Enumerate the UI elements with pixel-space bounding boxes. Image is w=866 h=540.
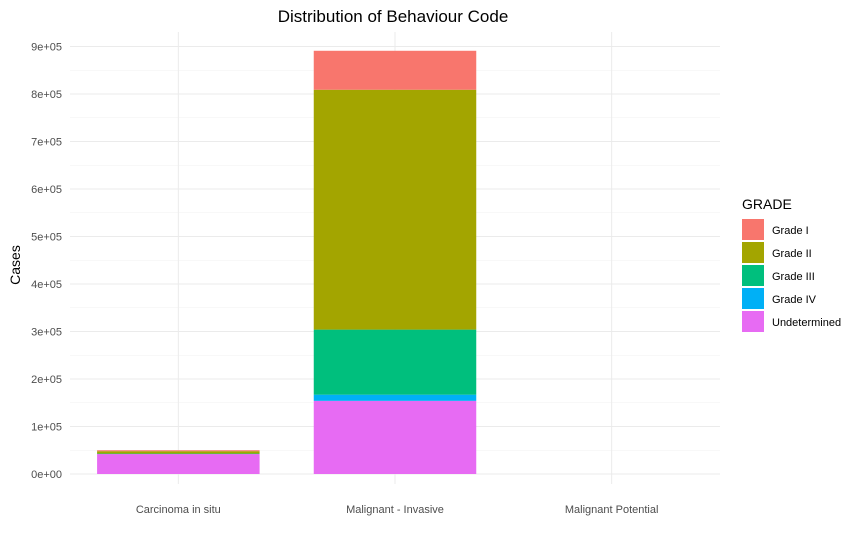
y-axis-label: Cases	[7, 245, 23, 285]
y-tick-label: 3e+05	[31, 327, 62, 339]
y-tick-label: 6e+05	[31, 184, 62, 196]
legend-key-grade-iv	[742, 288, 764, 309]
x-tick-label: Malignant - Invasive	[346, 504, 444, 516]
y-tick-label: 4e+05	[31, 279, 62, 291]
y-tick-label: 8e+05	[31, 89, 62, 101]
y-tick-label: 7e+05	[31, 137, 62, 149]
bars	[97, 50, 477, 474]
x-tick-label: Malignant Potential	[565, 504, 659, 516]
y-tick-label: 9e+05	[31, 42, 62, 54]
legend-label: Grade II	[772, 248, 812, 260]
y-tick-label: 1e+05	[31, 422, 62, 434]
bar-segment-grade-iii	[313, 329, 477, 395]
x-tick-labels: Carcinoma in situ Malignant - Invasive Mal…	[136, 504, 659, 516]
legend-label: Grade IV	[772, 294, 817, 306]
bar-segment-grade-ii	[313, 89, 477, 330]
chart-title: Distribution of Behaviour Code	[278, 7, 509, 26]
bar-segment-grade-i	[97, 450, 260, 452]
y-tick-label: 5e+05	[31, 232, 62, 244]
bar-segment-grade-iv	[313, 394, 477, 401]
legend-title: GRADE	[742, 196, 792, 212]
x-tick-label: Carcinoma in situ	[136, 504, 221, 516]
y-tick-label: 0e+00	[31, 469, 62, 481]
y-tick-labels: 0e+00 1e+05 2e+05 3e+05 4e+05 5e+05 6e+05 7e+05…	[31, 42, 62, 482]
legend-key-grade-i	[742, 219, 764, 240]
bar-segment-undetermined	[313, 400, 477, 474]
legend-key-grade-ii	[742, 242, 764, 263]
bar-segment-grade-ii	[97, 451, 260, 454]
legend-label: Grade III	[772, 271, 815, 283]
bar-segment-undetermined	[97, 454, 260, 474]
legend-key-undetermined	[742, 311, 764, 332]
legend-key-grade-iii	[742, 265, 764, 286]
legend: GRADE Grade I Grade II Grade III Grade IV Un…	[742, 196, 841, 332]
bar-segment-grade-i	[313, 50, 477, 90]
legend-label: Grade I	[772, 225, 809, 237]
legend-label: Undetermined	[772, 317, 841, 329]
y-tick-label: 2e+05	[31, 374, 62, 386]
